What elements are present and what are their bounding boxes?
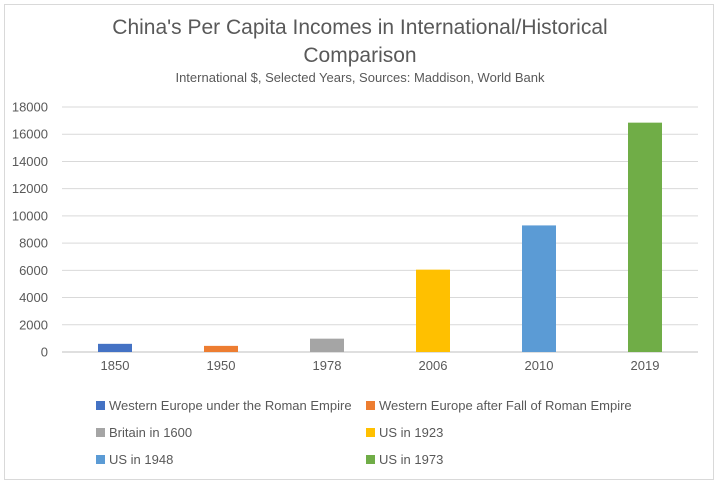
bar-1950 [204,345,238,352]
x-tick-label: 1950 [207,358,236,373]
legend-label: US in 1948 [109,452,174,467]
legend-item: US in 1973 [366,452,443,467]
y-tick-label: 12000 [12,181,48,196]
legend-item: US in 1923 [366,425,443,440]
legend-swatch [366,428,375,437]
x-tick-label: 2019 [631,358,660,373]
legend-item: Western Europe after Fall of Roman Empir… [366,398,632,413]
y-tick-label: 10000 [12,208,48,223]
y-tick-label: 4000 [19,290,48,305]
y-tick-label: 2000 [19,317,48,332]
x-tick-label: 2010 [525,358,554,373]
y-tick-label: 6000 [19,263,48,278]
y-tick-label: 0 [41,345,48,360]
x-tick-label: 1978 [313,358,342,373]
x-tick-label: 2006 [419,358,448,373]
x-tick-label: 1850 [101,358,130,373]
chart-subtitle: International $, Selected Years, Sources… [175,70,545,85]
legend-swatch [366,401,375,410]
legend-item: Western Europe under the Roman Empire [96,398,352,413]
bar-2019 [628,122,662,353]
bar-2010 [522,225,556,352]
legend-label: Britain in 1600 [109,425,193,440]
legend-swatch [366,455,375,464]
chart-title: China's Per Capita Incomes in Internatio… [112,16,608,67]
y-tick-label: 14000 [12,154,48,169]
legend-label: US in 1973 [379,452,444,467]
chart-frame [4,4,714,480]
legend-label: Western Europe after Fall of Roman Empir… [379,398,632,413]
legend-item: US in 1948 [96,452,173,467]
legend-swatch [96,428,105,437]
y-tick-label: 16000 [12,127,48,142]
y-tick-label: 8000 [19,236,48,251]
legend-label: US in 1923 [379,425,444,440]
legend-swatch [96,455,105,464]
bar-1850 [98,343,132,352]
legend-swatch [96,401,105,410]
bar-2006 [416,269,450,352]
legend-item: Britain in 1600 [96,425,192,440]
legend-label: Western Europe under the Roman Empire [109,398,352,413]
y-tick-label: 18000 [12,100,48,115]
bar-1978 [310,338,344,352]
